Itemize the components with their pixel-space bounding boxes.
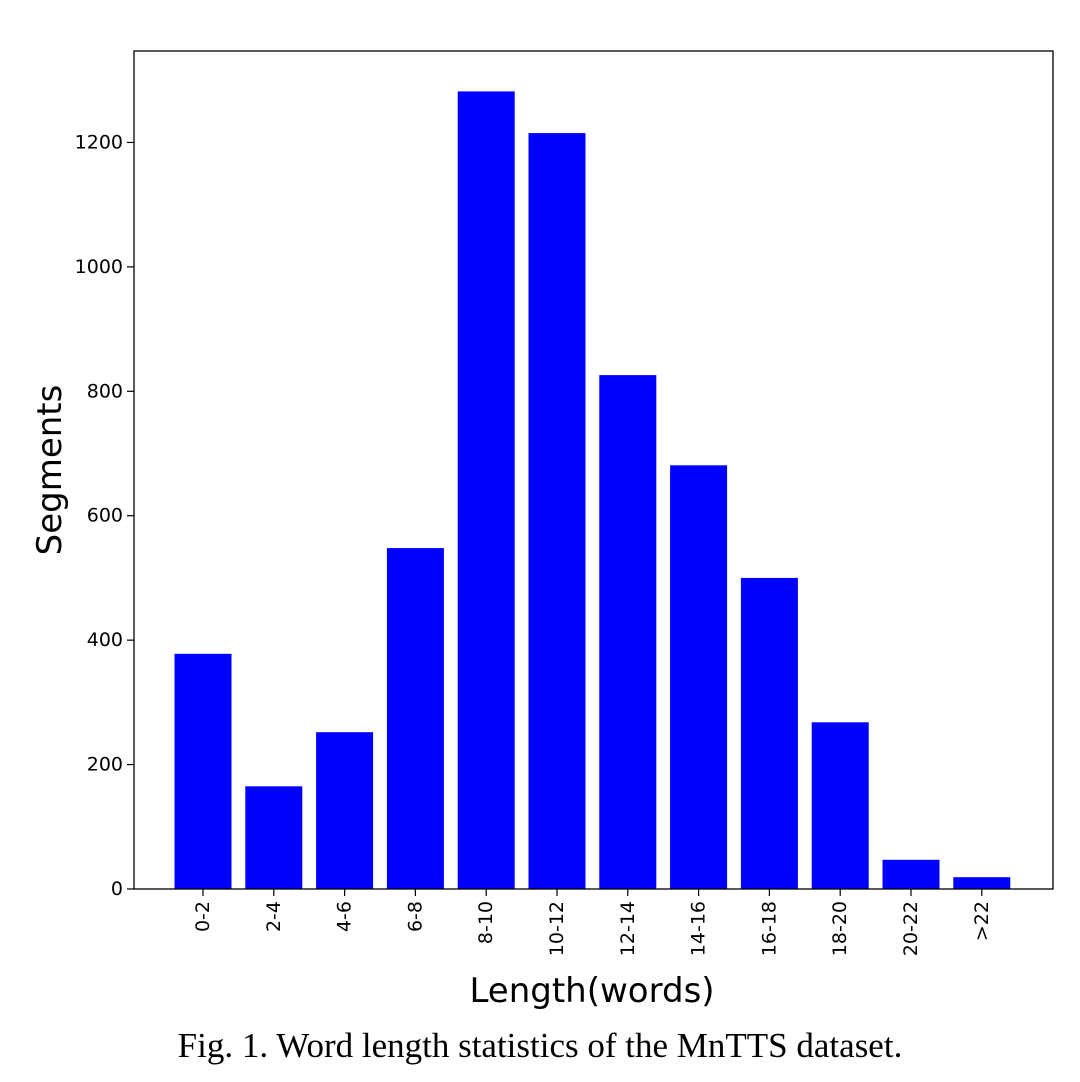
bars-layer (174, 91, 1011, 890)
bar-20-22 (882, 859, 940, 889)
x-tick-label: 18-20 (829, 901, 851, 956)
x-tick-label: 12-14 (617, 901, 639, 956)
figure-caption: Fig. 1. Word length statistics of the Mn… (177, 1026, 903, 1065)
y-tick-label: 1200 (75, 131, 123, 153)
x-tick-label: 4-6 (334, 901, 356, 932)
bar-4-6 (316, 732, 374, 889)
x-tick-label: 16-18 (758, 901, 780, 956)
x-tick-label: >22 (971, 901, 993, 941)
x-tick-label: 2-4 (263, 901, 285, 932)
x-axis-title: Length(words) (469, 971, 714, 1011)
bar-6-8 (386, 548, 444, 889)
bar-0-2 (174, 653, 232, 889)
bar->22 (953, 877, 1011, 889)
y-tick-label: 800 (87, 380, 123, 402)
bar-16-18 (740, 577, 798, 889)
bar-14-16 (670, 465, 728, 889)
x-axis: 0-2 2-4 4-6 6-8 8-10 10-12 12-14 14-16 16-18 18-2… (192, 889, 993, 956)
y-tick-label: 400 (87, 629, 123, 651)
bar-8-10 (457, 91, 515, 889)
x-tick-label: 14-16 (688, 901, 710, 956)
plot-frame (133, 50, 1054, 890)
y-tick-label: 600 (87, 505, 123, 527)
bar-chart: 0 200 400 600 800 1000 1200 0-2 2-4 4-6 6-8 8-10 10… (30, 50, 1054, 1011)
bar-12-14 (599, 375, 657, 890)
x-tick-label: 0-2 (192, 901, 214, 932)
bar-10-12 (528, 133, 586, 890)
y-axis-title: Segments (30, 385, 70, 556)
x-tick-label: 20-22 (900, 901, 922, 956)
x-tick-label: 10-12 (546, 901, 568, 956)
y-tick-label: 0 (111, 878, 123, 900)
bar-2-4 (245, 786, 303, 889)
y-tick-label: 1000 (75, 256, 123, 278)
x-tick-label: 8-10 (475, 901, 497, 944)
y-tick-label: 200 (87, 754, 123, 776)
x-tick-label: 6-8 (404, 901, 426, 932)
bar-18-20 (811, 722, 869, 889)
y-axis: 0 200 400 600 800 1000 1200 (75, 131, 134, 900)
